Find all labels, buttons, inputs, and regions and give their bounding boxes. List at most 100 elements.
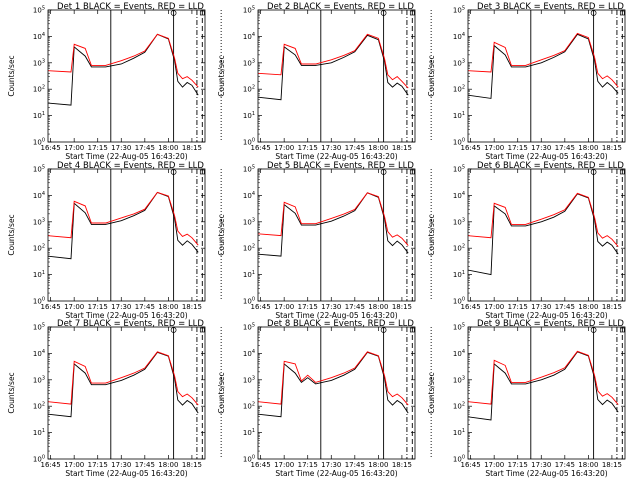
x-tick-label: 18:15 — [602, 461, 622, 469]
chart-panel: Det 1 BLACK = Events, RED = LLD Counts/se… — [7, 2, 222, 161]
x-tick-label: 18:00 — [368, 144, 388, 152]
x-tick-label: 17:00 — [64, 461, 84, 469]
x-axis-label: Start Time (22-Aug-05 16:43:20) — [485, 311, 607, 320]
y-axis-label: Counts/sec — [217, 372, 226, 413]
events-series-line — [48, 351, 199, 418]
marker-symbol — [590, 169, 597, 175]
y-tick-label: 101 — [33, 111, 45, 120]
y-tick-label: 104 — [453, 32, 465, 41]
plot-frame — [467, 326, 626, 460]
y-tick-label: 101 — [453, 111, 465, 120]
y-tick-label: 104 — [243, 349, 255, 358]
lld-series-line — [258, 351, 409, 406]
marker-symbol — [170, 10, 177, 16]
lld-series-line — [258, 33, 409, 89]
y-axis-label: Counts/sec — [427, 372, 436, 413]
y-axis-label: Counts/sec — [7, 214, 16, 255]
x-tick-label: 17:30 — [531, 144, 551, 152]
y-tick-label: 105 — [453, 323, 465, 332]
x-tick-label: 18:15 — [182, 303, 202, 311]
x-tick-label: 17:00 — [484, 461, 504, 469]
plot-frame — [47, 168, 206, 302]
y-tick-label: 101 — [33, 428, 45, 437]
y-tick-label: 103 — [243, 58, 255, 67]
events-series-line — [258, 351, 409, 418]
y-tick-label: 102 — [243, 402, 255, 411]
marker-symbol — [619, 169, 625, 175]
y-tick-label: 104 — [33, 32, 45, 41]
x-tick-label: 17:30 — [531, 303, 551, 311]
x-tick-label: 16:45 — [41, 461, 61, 469]
x-tick-label: 18:15 — [602, 144, 622, 152]
chart-title: Det 2 BLACK = Events, RED = LLD — [267, 2, 414, 12]
lld-series-line — [48, 351, 199, 406]
chart-panel: Det 7 BLACK = Events, RED = LLD Counts/se… — [7, 319, 222, 478]
y-tick-label: 102 — [33, 85, 45, 94]
x-tick-label: 17:15 — [298, 303, 318, 311]
y-tick-label: 100 — [33, 138, 45, 147]
marker-symbol — [590, 327, 597, 333]
x-tick-label: 17:00 — [274, 461, 294, 469]
x-axis-label: Start Time (22-Aug-05 16:43:20) — [65, 311, 187, 320]
x-tick-label: 17:45 — [135, 303, 155, 311]
plot-frame — [47, 9, 206, 143]
chart-title: Det 1 BLACK = Events, RED = LLD — [57, 2, 204, 12]
x-axis-label: Start Time (22-Aug-05 16:43:20) — [485, 469, 607, 478]
lld-series-line — [468, 32, 619, 88]
x-tick-label: 16:45 — [251, 303, 271, 311]
y-tick-label: 102 — [453, 85, 465, 94]
x-tick-label: 17:15 — [88, 303, 108, 311]
x-tick-label: 17:00 — [484, 144, 504, 152]
x-tick-label: 18:15 — [182, 144, 202, 152]
y-tick-label: 100 — [453, 297, 465, 306]
y-tick-label: 102 — [453, 402, 465, 411]
lld-series-line — [48, 33, 199, 88]
marker-symbol — [590, 10, 597, 16]
x-tick-label: 18:00 — [578, 303, 598, 311]
x-axis-label: Start Time (22-Aug-05 16:43:20) — [65, 469, 187, 478]
events-series-line — [258, 192, 409, 257]
x-axis-label: Start Time (22-Aug-05 16:43:20) — [275, 311, 397, 320]
x-tick-label: 18:15 — [602, 303, 622, 311]
y-axis-label: Counts/sec — [7, 372, 16, 413]
x-tick-label: 17:15 — [508, 144, 528, 152]
x-tick-label: 17:45 — [135, 144, 155, 152]
x-tick-label: 18:00 — [578, 144, 598, 152]
x-tick-label: 18:00 — [368, 303, 388, 311]
x-tick-label: 17:15 — [298, 144, 318, 152]
y-axis-label: Counts/sec — [427, 55, 436, 96]
y-tick-label: 102 — [243, 244, 255, 253]
marker-symbol — [380, 10, 387, 16]
marker-symbol — [409, 327, 415, 333]
plot-frame — [467, 9, 626, 143]
events-series-line — [468, 351, 619, 421]
y-tick-label: 102 — [33, 244, 45, 253]
y-tick-label: 101 — [243, 270, 255, 279]
x-tick-label: 17:30 — [321, 303, 341, 311]
chart-title: Det 4 BLACK = Events, RED = LLD — [57, 161, 204, 171]
x-tick-label: 17:15 — [88, 461, 108, 469]
marker-symbol — [409, 10, 415, 16]
x-tick-label: 17:30 — [321, 461, 341, 469]
marker-symbol — [409, 169, 415, 175]
x-tick-label: 18:00 — [158, 303, 178, 311]
lld-series-line — [468, 192, 619, 247]
y-tick-label: 105 — [33, 165, 45, 174]
events-series-line — [468, 33, 619, 99]
x-tick-label: 18:00 — [158, 461, 178, 469]
x-tick-label: 17:00 — [484, 303, 504, 311]
x-tick-label: 17:45 — [555, 461, 575, 469]
chart-title: Det 9 BLACK = Events, RED = LLD — [477, 319, 624, 329]
x-tick-label: 17:45 — [345, 303, 365, 311]
lld-series-line — [468, 350, 619, 405]
x-tick-label: 16:45 — [41, 303, 61, 311]
marker-symbol — [619, 10, 625, 16]
y-tick-label: 100 — [453, 138, 465, 147]
marker-symbol — [170, 169, 177, 175]
y-tick-label: 102 — [33, 402, 45, 411]
x-tick-label: 17:15 — [508, 461, 528, 469]
y-tick-label: 104 — [33, 349, 45, 358]
x-tick-label: 17:45 — [345, 461, 365, 469]
lld-series-line — [48, 191, 199, 246]
y-tick-label: 105 — [243, 323, 255, 332]
